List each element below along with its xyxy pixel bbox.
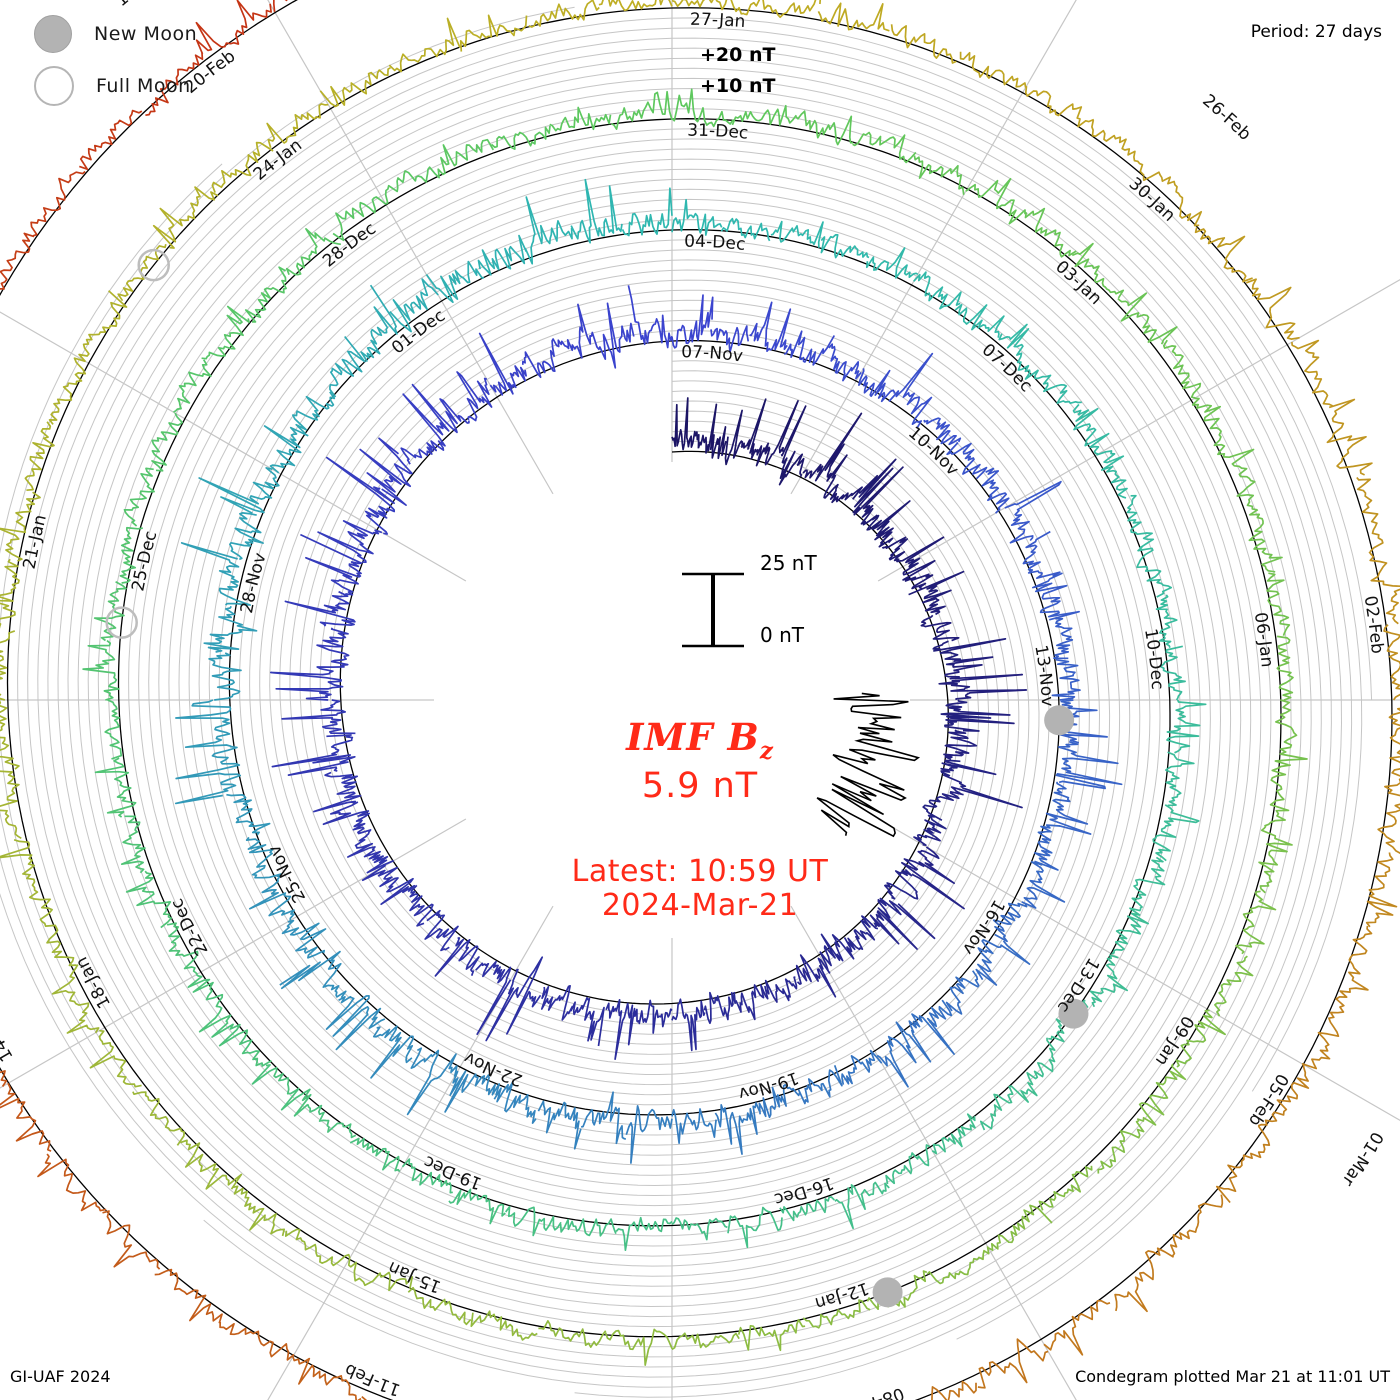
new-moon-label: New Moon [94, 23, 198, 45]
moon-phase-legend: New Moon Full Moon [22, 8, 282, 112]
date-label: 28-Nov [237, 551, 271, 615]
date-label: 27-Jan [690, 10, 746, 32]
date-label: 14-Feb [0, 1004, 18, 1065]
imf-quantity-name: IMF B [626, 715, 760, 759]
radial-axis-label-inner: +10 nT [700, 75, 776, 97]
latest-date: 2024-Mar-21 [601, 887, 799, 923]
full-moon-icon [34, 66, 74, 106]
date-label: 13-Nov [1030, 643, 1057, 706]
date-label: 18-Jan [72, 953, 115, 1011]
scale-bar-bottom-label: 0 nT [760, 623, 804, 647]
plotted-timestamp: Condegram plotted Mar 21 at 11:01 UT [1075, 1367, 1390, 1386]
moon-markers [105, 248, 1089, 1308]
latest-reading: Latest: 10:59 UT 2024-Mar-21 [440, 855, 960, 922]
date-label: 07-Nov [681, 342, 744, 366]
date-label: 30-Jan [1125, 174, 1179, 226]
date-label: 26-Feb [1198, 91, 1254, 145]
imf-quantity-subscript: z [759, 737, 774, 765]
radial-axis-label-outer: +20 nT [700, 44, 776, 66]
imf-quantity-title: IMF Bz [440, 715, 960, 764]
full-moon-label: Full Moon [96, 75, 191, 97]
imf-current-value: 5.9 nT [641, 766, 759, 807]
date-label: 11-Feb [342, 1359, 403, 1400]
date-label: 04-Dec [684, 232, 746, 255]
date-label: 31-Dec [687, 121, 749, 144]
new-moon-icon [34, 15, 72, 53]
legend-item-full-moon: Full Moon [22, 60, 282, 112]
scale-bar-top-label: 25 nT [760, 551, 817, 575]
latest-time: Latest: 10:59 UT [571, 854, 829, 889]
credit-label: GI-UAF 2024 [10, 1367, 111, 1386]
date-label: 10-Nov [904, 423, 962, 480]
date-label: 25-Dec [128, 529, 161, 593]
date-label: 01-Mar [1338, 1128, 1387, 1189]
date-label: 08-Feb [845, 1383, 907, 1400]
scale-bar: 25 nT 0 nT [672, 551, 872, 662]
center-annotation: IMF Bz 5.9 nT [440, 715, 960, 806]
scale-bar-glyph [682, 572, 744, 648]
legend-item-new-moon: New Moon [22, 8, 282, 60]
date-label: 21-Jan [20, 513, 51, 571]
period-label: Period: 27 days [1250, 22, 1382, 42]
